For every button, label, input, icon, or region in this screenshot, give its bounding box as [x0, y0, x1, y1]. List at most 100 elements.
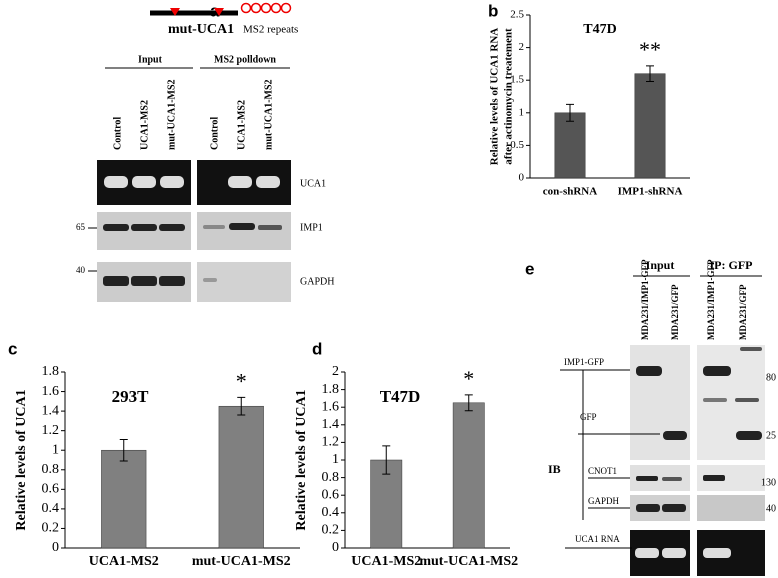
x-tick-label: UCA1-MS2 [89, 554, 159, 569]
error-bar [237, 396, 246, 416]
lane-label: Control [112, 117, 123, 150]
y-axis-label: Relative levels of UCA1 [294, 389, 309, 530]
lane-label: MDA231/IMP1-GFP [706, 259, 716, 340]
y-tick-label: 0.6 [322, 487, 340, 502]
arrows [560, 369, 660, 549]
y-tick-label: 1.8 [322, 382, 340, 397]
annotation: * [236, 368, 247, 393]
marker-label: 40 [76, 265, 86, 275]
marker-label: 25 [766, 430, 776, 441]
group-label: Input [138, 54, 163, 65]
lane-label: mut-UCA1-MS2 [263, 79, 274, 150]
panel-label: e [525, 259, 534, 278]
marker-label: 40 [766, 503, 776, 514]
error-bar [646, 65, 654, 83]
bar [452, 402, 485, 549]
bar [554, 112, 586, 179]
annotation: * [463, 366, 474, 391]
error-bar [566, 103, 574, 122]
group-label: IP: GFP [710, 258, 753, 272]
row-label: UCA1 [300, 178, 326, 189]
lane-label: UCA1-MS2 [139, 100, 150, 150]
y-tick-label: 0.2 [322, 523, 340, 538]
marker-label: 130 [761, 477, 776, 488]
x-tick-label: UCA1-MS2 [351, 554, 421, 569]
y-tick-label: 0.8 [42, 462, 60, 477]
y-tick-label: 1.4 [322, 417, 340, 432]
y-tick-label: 0.4 [322, 505, 340, 520]
blot [197, 212, 291, 250]
y-tick-label: 1 [519, 106, 525, 118]
mutation-marks [170, 8, 224, 16]
lane-label: MDA231/GFP [738, 284, 748, 340]
row-label: UCA1 RNA [575, 534, 620, 544]
y-tick-label: 1 [52, 442, 59, 457]
y-tick-label: 0.6 [42, 482, 60, 497]
panel-label: c [8, 339, 17, 358]
y-tick-label: 0.4 [42, 501, 60, 516]
lane-label: UCA1-MS2 [236, 100, 247, 150]
row-label: GAPDH [588, 496, 620, 506]
panel-label: b [488, 1, 498, 20]
y-tick-label: 1.8 [42, 364, 60, 379]
x-tick-label: mut-UCA1-MS2 [192, 554, 291, 569]
y-tick-label: 1 [332, 452, 339, 467]
blot [697, 495, 765, 521]
bands [103, 223, 282, 286]
panel-label: d [312, 339, 322, 358]
annotation: ** [639, 37, 661, 62]
blot [630, 345, 690, 460]
y-tick-label: 1.4 [42, 403, 60, 418]
x-tick-label: mut-UCA1-MS2 [419, 554, 518, 569]
y-tick-label: 0.5 [510, 139, 524, 151]
lane-label: mut-UCA1-MS2 [166, 79, 177, 150]
chart-title: T47D [380, 387, 421, 406]
row-label: IMP1-GFP [564, 357, 604, 367]
bands [635, 548, 731, 558]
y-tick-label: 1.2 [322, 435, 340, 450]
bar [101, 449, 147, 549]
x-tick-label: con-shRNA [543, 186, 597, 198]
y-tick-label: 0 [519, 172, 525, 184]
group-label: Input [646, 258, 675, 272]
panel-e: e Input IP: GFP IMP1-GFP GFP CNOT1 GAPDH… [525, 258, 776, 576]
error-bar [464, 394, 473, 412]
marker-label: 80 [766, 372, 776, 383]
row-label: GFP [580, 412, 597, 422]
error-bar [119, 438, 128, 462]
lane-label: Control [209, 117, 220, 150]
bar [218, 405, 264, 549]
ms2-loops [240, 2, 292, 14]
lane-label: MDA231/GFP [670, 284, 680, 340]
chart-title: 293T [112, 387, 150, 406]
y-tick-label: 2 [519, 41, 525, 53]
panel-a: a mut-UCA1 MS2 repeats Input MS2 polldow… [76, 1, 334, 302]
y-tick-label: 0 [332, 540, 339, 555]
y-tick-label: 1.6 [42, 384, 60, 399]
y-tick-label: 1.5 [510, 74, 524, 86]
y-tick-label: 1.6 [322, 399, 340, 414]
group-label: MS2 polldown [214, 54, 276, 65]
y-tick-label: 0.8 [322, 470, 340, 485]
row-label: CNOT1 [588, 466, 617, 476]
x-tick-label: IMP1-shRNA [618, 186, 683, 198]
lane-label: MDA231/IMP1-GFP [640, 259, 650, 340]
row-label: GAPDH [300, 276, 334, 287]
marker-label: 65 [76, 222, 86, 232]
y-tick-label: 2 [332, 364, 339, 379]
y-tick-label: 1.2 [42, 423, 60, 438]
bar [634, 73, 666, 179]
bar [370, 459, 403, 549]
y-axis-label: Relative levels of UCA1 [14, 389, 29, 530]
chart-title: T47D [583, 22, 616, 37]
y-tick-label: 0 [52, 540, 59, 555]
bands [104, 176, 280, 188]
bands [636, 347, 762, 512]
y-axis-label: Relative levels of UCA1 RNA [489, 28, 501, 166]
repeats-label: MS2 repeats [243, 24, 298, 36]
y-axis-label: after actinomycin treatement [503, 28, 515, 165]
row-label: IMP1 [300, 222, 323, 233]
blot [697, 345, 765, 460]
construct-label: mut-UCA1 [168, 22, 234, 37]
